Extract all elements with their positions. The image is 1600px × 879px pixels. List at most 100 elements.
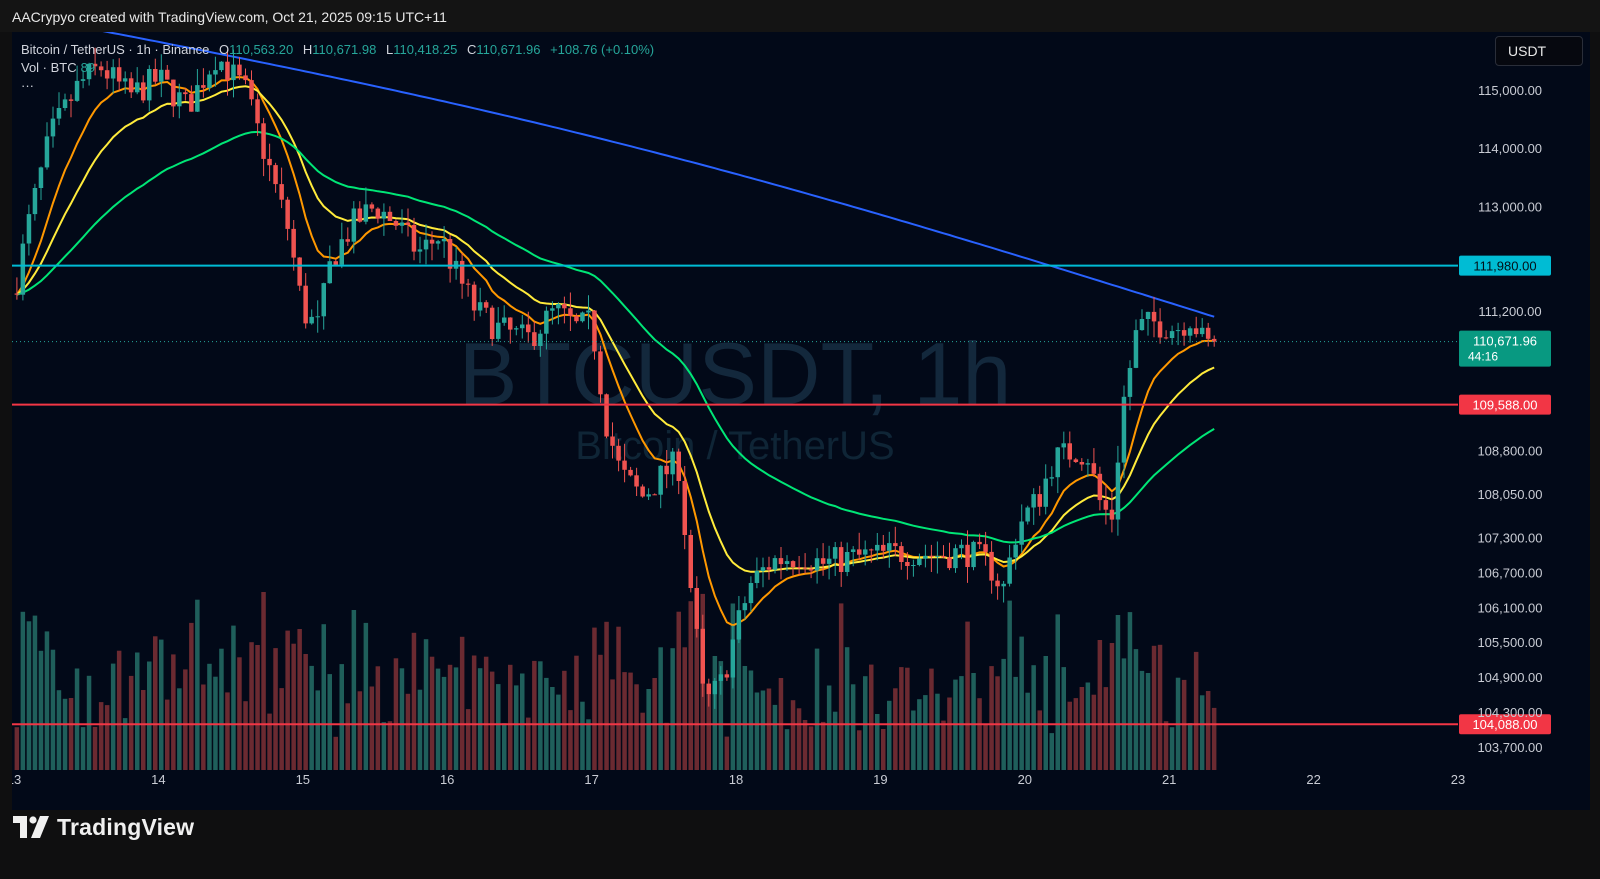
candle: [74, 80, 80, 101]
candle: [646, 494, 651, 497]
candle: [207, 74, 212, 88]
volume-bar: [893, 688, 898, 770]
volume-bar: [832, 711, 838, 770]
candle: [147, 69, 152, 101]
candle: [610, 436, 615, 446]
volume-bar: [1061, 667, 1066, 770]
x-tick-label: 18: [729, 772, 743, 787]
candle: [261, 123, 266, 159]
more-icon[interactable]: ···: [21, 78, 34, 93]
candle: [1127, 368, 1133, 397]
candle: [471, 284, 477, 311]
last-price-tag: [1459, 330, 1551, 367]
volume-bar: [20, 611, 26, 770]
volume-bar: [1067, 701, 1072, 770]
x-tick-label: 14: [151, 772, 165, 787]
volume-bar: [465, 709, 471, 770]
candle: [736, 610, 742, 640]
volume-bar: [604, 621, 609, 770]
volume-bar: [995, 676, 1000, 770]
volume-bar: [869, 664, 874, 770]
volume-bar: [56, 690, 62, 770]
candle: [1019, 521, 1024, 545]
candle: [339, 239, 344, 265]
candle: [1193, 328, 1199, 335]
candle: [357, 208, 363, 222]
candle: [857, 549, 862, 555]
volume-bar: [712, 656, 718, 770]
candle: [1055, 447, 1060, 478]
candle: [977, 541, 982, 545]
candle: [447, 239, 453, 269]
top-bar: AACrypyo created with TradingView.com, O…: [0, 0, 1600, 32]
candle: [598, 351, 603, 395]
volume-bar: [165, 699, 170, 770]
candle: [44, 136, 50, 168]
price-tag-label-2: 109,588.00: [1472, 398, 1537, 413]
candle: [219, 61, 224, 71]
candle: [923, 555, 928, 559]
volume-bar: [971, 673, 976, 770]
volume-bar: [826, 685, 832, 770]
volume-label[interactable]: Vol · BTC: [21, 60, 77, 75]
candle: [670, 451, 675, 475]
volume-bar: [273, 648, 278, 770]
price-tag-3: [1459, 714, 1551, 735]
y-tick-label: 106,100.00: [1477, 600, 1542, 615]
candle: [881, 544, 886, 551]
candle: [177, 92, 182, 107]
candle: [393, 221, 399, 226]
candle: [165, 69, 170, 80]
chart-frame[interactable]: BTCUSDT, 1h Bitcoin / TetherUS 111,980.00 1…: [12, 32, 1590, 810]
candle: [869, 549, 874, 551]
volume-bar: [1055, 614, 1060, 770]
volume-bar: [321, 624, 326, 770]
volume-bar: [477, 668, 483, 770]
y-tick-label: 104,300.00: [1477, 705, 1542, 720]
candle: [574, 316, 579, 322]
candle: [38, 167, 44, 188]
candle: [1049, 477, 1054, 479]
volume-bar: [748, 670, 754, 770]
currency-label: USDT: [1508, 43, 1547, 59]
volume-bar: [923, 695, 928, 770]
legend-more[interactable]: ···: [21, 77, 654, 95]
candle: [1175, 330, 1181, 332]
candle: [477, 302, 483, 311]
volume-bar: [1145, 673, 1151, 770]
candle: [1145, 311, 1151, 319]
candle: [676, 451, 681, 481]
currency-button[interactable]: USDT: [1495, 36, 1583, 66]
volume-bar: [514, 685, 519, 770]
candle: [658, 465, 663, 495]
volume-bar: [387, 721, 393, 770]
volume-bar: [706, 691, 711, 770]
volume-bar: [195, 599, 200, 770]
chart-attribution: AACrypyo created with TradingView.com, O…: [12, 9, 447, 25]
volume-bar: [1151, 645, 1157, 770]
candle: [850, 549, 856, 552]
candle: [1181, 330, 1187, 336]
volume-bar: [694, 602, 699, 770]
volume-bar: [863, 676, 868, 770]
volume-bar: [622, 672, 627, 770]
volume-bar: [219, 648, 224, 770]
symbol-title[interactable]: Bitcoin / TetherUS · 1h · Binance: [21, 42, 210, 57]
candle: [700, 628, 705, 684]
candle: [742, 603, 748, 611]
volume-bar: [231, 625, 236, 770]
candle: [116, 67, 122, 82]
candle: [953, 548, 958, 569]
y-tick-label: 107,300.00: [1477, 531, 1542, 546]
volume-bar: [1121, 658, 1127, 770]
candle: [826, 558, 832, 564]
volume-bar: [965, 621, 970, 770]
candle: [712, 680, 718, 695]
volume-bar: [802, 720, 808, 770]
volume-bar: [875, 714, 880, 770]
volume-bar: [459, 636, 465, 770]
volume-bar: [447, 664, 453, 770]
volume-bar: [586, 719, 591, 770]
volume-bar: [405, 693, 411, 770]
